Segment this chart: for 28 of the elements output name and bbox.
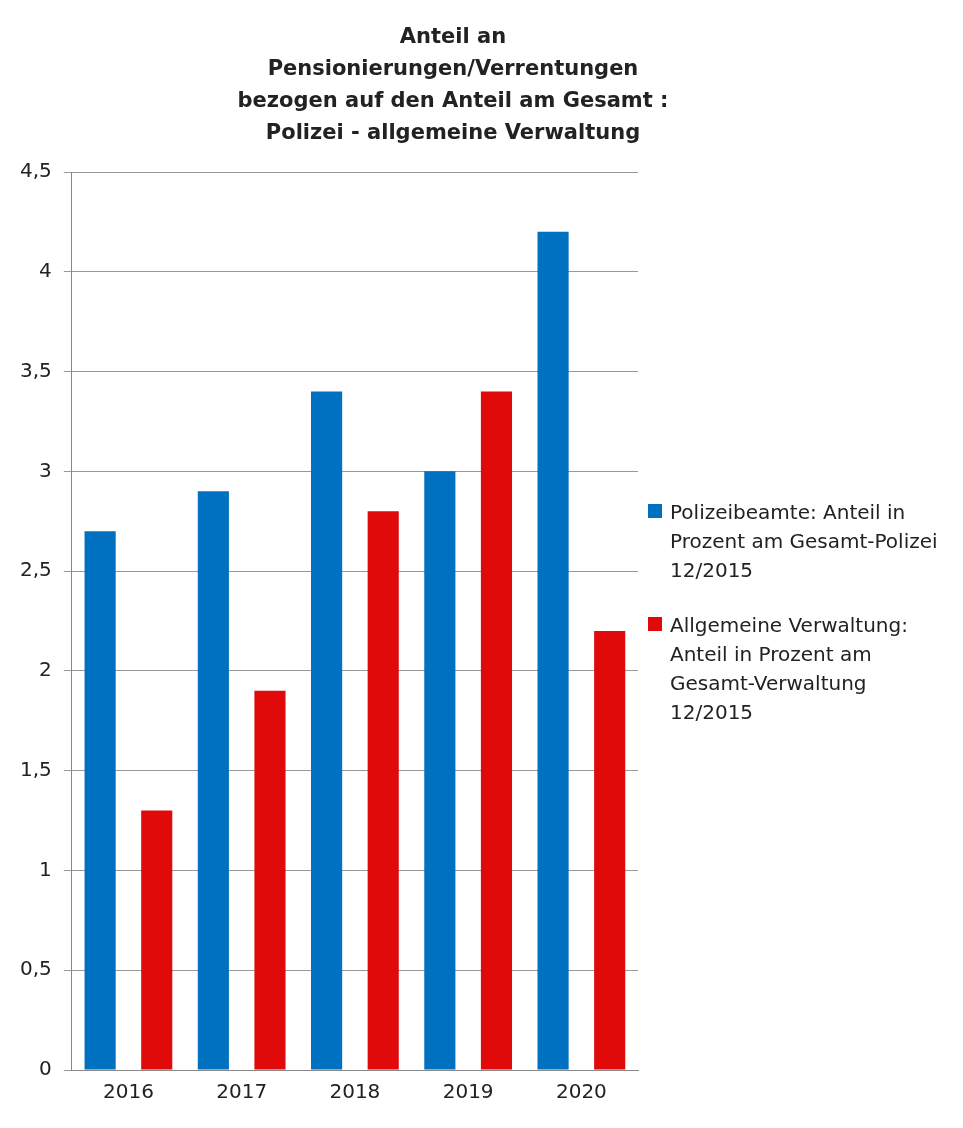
y-tick-label: 3,5 xyxy=(19,357,52,382)
bar xyxy=(311,391,343,1070)
bar xyxy=(594,630,626,1070)
bar xyxy=(84,531,116,1070)
legend-label: Polizeibeamte: Anteil in Prozent am Gesamt-Polizei 12/2015 xyxy=(670,499,938,584)
x-tick-label: 2016 xyxy=(102,1079,154,1104)
y-tick-label: 0 xyxy=(39,1056,52,1081)
x-tick-label: 2019 xyxy=(442,1079,494,1104)
bar xyxy=(537,231,569,1070)
y-tick-label: 4 xyxy=(39,257,52,282)
bar xyxy=(424,471,456,1070)
bar xyxy=(254,690,286,1070)
y-tick-label: 3 xyxy=(39,457,52,482)
bar xyxy=(480,391,513,1070)
y-tick-label: 2 xyxy=(39,657,52,682)
bar xyxy=(141,810,173,1070)
x-tick-label: 2017 xyxy=(216,1079,268,1104)
x-tick-label: 2020 xyxy=(555,1079,607,1104)
chart-title: Anteil an Pensionierungen/Verrentungen bezogen auf den Anteil am Gesamt : Polizei - allgemeine Verwaltung xyxy=(236,23,670,146)
legend-label: Allgemeine Verwaltung: Anteil in Prozent am Gesamt-Verwaltung 12/2015 xyxy=(670,612,909,726)
y-tick-label: 4,5 xyxy=(19,158,52,183)
y-tick-label: 1 xyxy=(39,856,52,881)
x-tick-label: 2018 xyxy=(329,1079,381,1104)
y-tick-label: 2,5 xyxy=(19,557,52,582)
y-tick-label: 0,5 xyxy=(19,956,52,981)
bar xyxy=(197,491,229,1070)
y-tick-label: 1,5 xyxy=(19,756,52,781)
bar xyxy=(367,511,399,1070)
